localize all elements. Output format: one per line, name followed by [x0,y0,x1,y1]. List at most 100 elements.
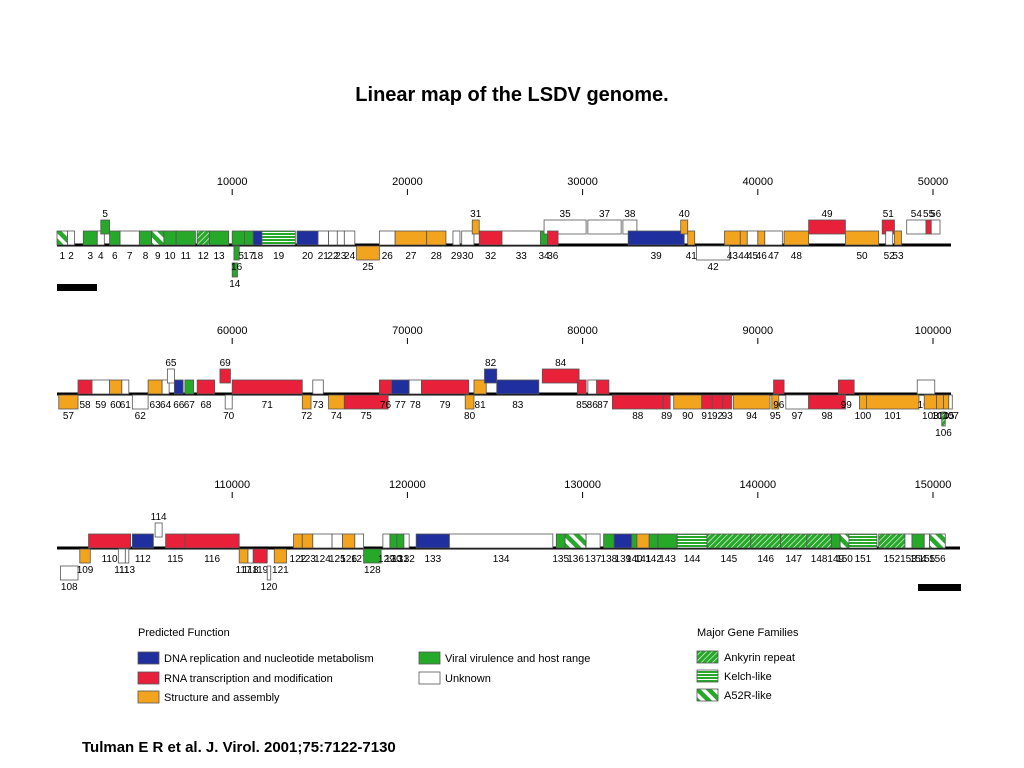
gene-label: 132 [398,554,415,565]
gene-box [312,379,324,395]
gene-label: 53 [892,251,904,262]
gene-121: 121 [272,548,289,576]
gene-box [117,548,126,564]
gene-box [830,533,841,549]
gene-label: 70 [223,411,235,422]
gene-label: 20 [302,251,314,262]
gene-box [547,230,559,246]
gene-115: 115 [165,533,186,565]
gene-box [885,230,894,246]
gene-box [82,230,98,246]
legend-label: A52R-like [724,690,772,702]
gene-label: 2 [68,251,74,262]
gene-box [732,394,771,410]
gene-label: 16 [231,262,243,273]
gene-label: 13 [213,251,225,262]
gene-label: 95 [770,411,782,422]
gene-box [611,394,664,410]
gene-label: 99 [841,400,853,411]
gene-88: 88 [611,394,664,422]
gene-label: 124 [314,554,331,565]
gene-box [91,379,110,395]
gene-box [916,379,936,395]
legend-swatch-d [137,651,160,665]
gene-label: 7 [127,251,133,262]
gene-13: 13 [209,230,230,262]
gene-label: 27 [405,251,417,262]
gene-label: 137 [585,554,602,565]
gene-label: 119 [252,565,268,576]
legend: Predicted Function Major Gene Families D… [137,627,799,704]
gene-box [564,533,587,549]
gene-box [657,533,678,549]
gene-box [77,379,93,395]
gene-box [711,394,724,410]
gene-133: 133 [415,533,450,565]
legend-swatch-kelch [696,669,719,683]
gene-label: 46 [756,251,768,262]
gene-box [60,565,79,581]
axis-tick-label: 90000 [743,325,774,337]
gene-box [231,230,245,246]
gene-box [421,379,470,395]
gene-box [109,379,123,395]
gene-box [184,533,240,549]
gene-label: 126 [340,554,357,565]
gene-50: 50 [845,230,880,262]
gene-box [648,533,659,549]
gene-box [138,230,153,246]
gene-3: 3 [82,230,98,262]
gene-box [587,219,622,235]
gene-label: 143 [659,554,676,565]
gene-label: 121 [272,565,289,576]
gene-label: 38 [624,209,636,220]
gene-label: 48 [791,251,803,262]
gene-box [746,230,759,246]
gene-box [343,230,356,246]
gene-box [328,230,338,246]
gene-132: 132 [398,533,415,565]
gene-box [394,230,428,246]
gene-38: 38 [622,209,638,235]
gene-box [266,565,272,581]
gene-62: 62 [131,394,149,422]
gene-70: 70 [223,394,235,422]
gene-box [496,379,540,395]
gene-box [233,245,240,261]
gene-label: 33 [516,251,528,262]
gene-box [923,394,937,410]
gene-label: 147 [785,554,802,565]
gene-label: 36 [547,251,559,262]
gene-57: 57 [58,394,79,422]
axis-tick-label: 10000 [217,176,248,188]
gene-box [403,533,410,549]
axis-tick-label: 30000 [567,176,598,188]
gene-99: 99 [837,379,855,411]
gene-box [173,379,184,395]
gene-label: 1 [59,251,65,262]
gene-box [845,230,880,246]
gene-label: 145 [721,554,738,565]
gene-box [163,230,177,246]
gene-box [231,379,303,395]
gene-box [231,262,238,278]
gene-box [722,394,732,410]
gene-label: 10 [164,251,176,262]
gene-label: 100 [855,411,872,422]
axis-tick-label: 60000 [217,325,248,337]
gene-label: 25 [362,262,374,273]
gene-145: 145 [706,533,752,565]
gene-137: 137 [585,533,602,565]
gene-box [154,522,163,538]
gene-label: 55 [923,209,935,220]
gene-box [124,548,130,564]
gene-label: 77 [395,400,407,411]
gene-box [859,394,867,410]
gene-box [165,533,186,549]
gene-box [56,230,68,246]
gene-box [587,379,598,395]
gene-label: 72 [301,411,313,422]
gene-82: 82 [484,358,498,384]
gene-label: 34 [538,251,550,262]
gene-39: 39 [627,230,685,262]
